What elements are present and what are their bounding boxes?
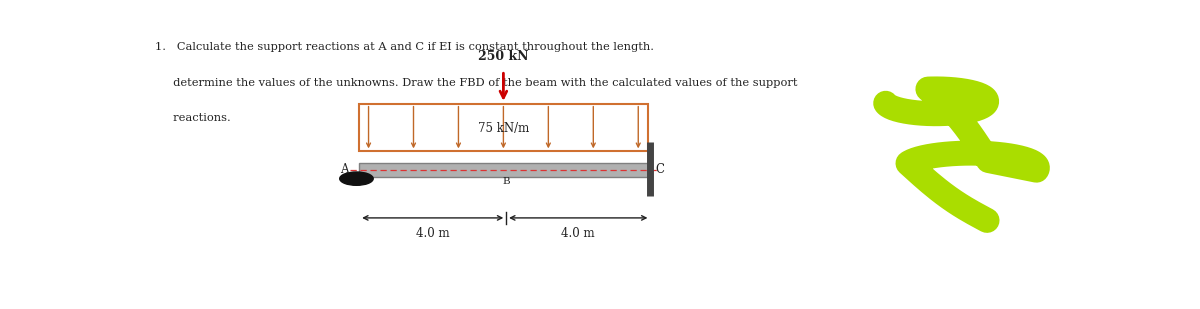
Bar xyxy=(359,163,648,177)
Text: reactions.: reactions. xyxy=(155,113,230,123)
Text: 4.0 m: 4.0 m xyxy=(562,227,595,240)
Text: B: B xyxy=(503,177,510,186)
Ellipse shape xyxy=(340,172,373,185)
Text: A: A xyxy=(340,163,348,176)
Text: 4.0 m: 4.0 m xyxy=(416,227,450,240)
Text: determine the values of the unknowns. Draw the FBD of the beam with the calculat: determine the values of the unknowns. Dr… xyxy=(155,78,797,87)
Text: C: C xyxy=(655,163,664,176)
Text: 1.   Calculate the support reactions at A and C if EI is constant throughout the: 1. Calculate the support reactions at A … xyxy=(155,42,654,52)
Text: 250 kN: 250 kN xyxy=(478,50,529,63)
Text: 75 kN/m: 75 kN/m xyxy=(478,122,529,135)
Bar xyxy=(359,104,648,151)
